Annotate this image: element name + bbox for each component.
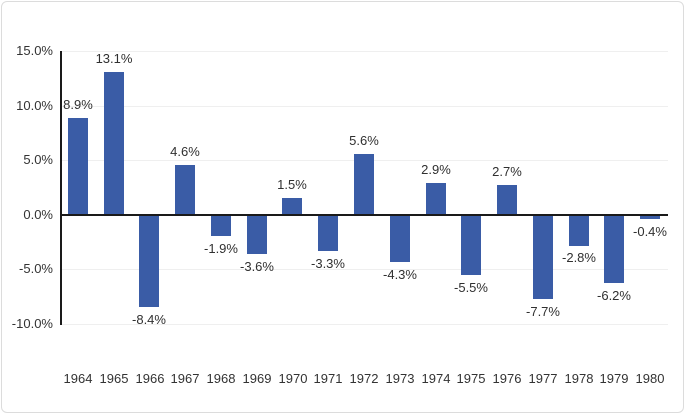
x-tick-label-1974: 1974 [421,371,451,386]
bar-1964 [68,118,88,215]
gridline [60,51,668,52]
bar-label-1977: -7.7% [526,304,560,319]
y-tick-label: 15.0% [16,43,53,58]
bar-label-1980: -0.4% [633,224,667,239]
x-tick-label-1976: 1976 [492,371,522,386]
x-tick-label-1968: 1968 [206,371,236,386]
y-axis-line [60,51,62,325]
gridline [60,324,668,325]
bar-1973 [390,215,410,262]
y-tick-label: 0.0% [23,207,53,222]
gridline [60,106,668,107]
x-tick-label-1973: 1973 [385,371,415,386]
x-tick-label-1970: 1970 [278,371,308,386]
x-tick-label-1967: 1967 [170,371,200,386]
bar-label-1972: 5.6% [349,133,379,148]
bar-label-1970: 1.5% [277,177,307,192]
bar-1972 [354,154,374,215]
bar-label-1964: 8.9% [63,97,93,112]
bar-1965 [104,72,124,215]
x-tick-label-1975: 1975 [456,371,486,386]
y-tick-label: -5.0% [19,261,53,276]
bar-1979 [604,215,624,283]
bar-label-1979: -6.2% [597,288,631,303]
bar-1968 [211,215,231,236]
bar-label-1975: -5.5% [454,280,488,295]
x-tick-label-1980: 1980 [635,371,665,386]
bar-1978 [569,215,589,246]
bar-label-1974: 2.9% [421,162,451,177]
x-tick-label-1979: 1979 [599,371,629,386]
bar-label-1978: -2.8% [562,250,596,265]
x-tick-label-1971: 1971 [313,371,343,386]
bar-1969 [247,215,267,254]
bar-label-1976: 2.7% [492,164,522,179]
bar-1977 [533,215,553,299]
bar-label-1973: -4.3% [383,267,417,282]
bar-1976 [497,185,517,214]
bar-1980 [640,215,660,219]
bar-label-1969: -3.6% [240,259,274,274]
bar-1975 [461,215,481,275]
bar-1970 [282,198,302,214]
x-tick-label-1969: 1969 [242,371,272,386]
gridline [60,269,668,270]
bar-label-1971: -3.3% [311,256,345,271]
x-tick-label-1964: 1964 [63,371,93,386]
bar-1971 [318,215,338,251]
bar-1967 [175,165,195,215]
x-axis-zero-line [60,214,668,216]
x-tick-label-1978: 1978 [564,371,594,386]
y-tick-label: -10.0% [11,316,53,331]
x-tick-label-1965: 1965 [99,371,129,386]
bar-label-1968: -1.9% [204,241,238,256]
x-tick-label-1972: 1972 [349,371,379,386]
y-tick-label: 10.0% [16,98,53,113]
bar-label-1967: 4.6% [170,144,200,159]
x-tick-label-1966: 1966 [135,371,165,386]
y-tick-label: 5.0% [23,152,53,167]
bar-label-1966: -8.4% [132,312,166,327]
bar-1966 [139,215,159,307]
bar-1974 [426,183,446,215]
bar-label-1965: 13.1% [95,51,133,66]
x-tick-label-1977: 1977 [528,371,558,386]
